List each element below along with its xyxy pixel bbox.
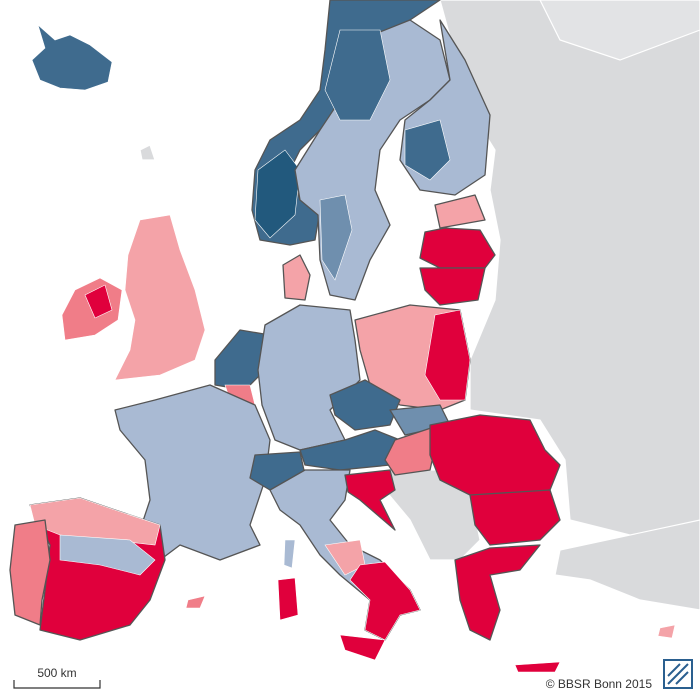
scale-label: 500 km <box>37 666 76 680</box>
poland-east <box>424 309 471 401</box>
non-eu-land <box>139 0 700 611</box>
greece <box>454 544 541 641</box>
scale-bar <box>13 680 101 689</box>
sicily <box>339 634 386 661</box>
portugal <box>9 519 51 626</box>
logo <box>663 659 693 689</box>
croatia <box>344 469 396 531</box>
latvia <box>419 227 496 269</box>
france <box>114 384 271 561</box>
sardinia <box>277 577 299 621</box>
sweden-south <box>319 194 353 281</box>
united-kingdom <box>114 214 206 381</box>
iceland <box>31 24 113 91</box>
germany <box>257 304 361 451</box>
lithuania <box>419 267 486 306</box>
ireland-east <box>84 284 113 319</box>
czechia <box>329 379 401 431</box>
balearics <box>185 595 206 609</box>
denmark <box>282 254 311 301</box>
sweden-north <box>324 29 391 121</box>
italy-south <box>349 561 421 641</box>
credit: © BBSR Bonn 2015 <box>546 677 653 691</box>
estonia <box>434 194 486 229</box>
crete <box>514 661 561 673</box>
bulgaria <box>469 489 561 546</box>
corsica <box>283 539 296 569</box>
finland-east <box>404 119 451 181</box>
spain-centre <box>59 534 156 576</box>
cyprus <box>657 624 676 639</box>
norway-west <box>254 149 301 239</box>
